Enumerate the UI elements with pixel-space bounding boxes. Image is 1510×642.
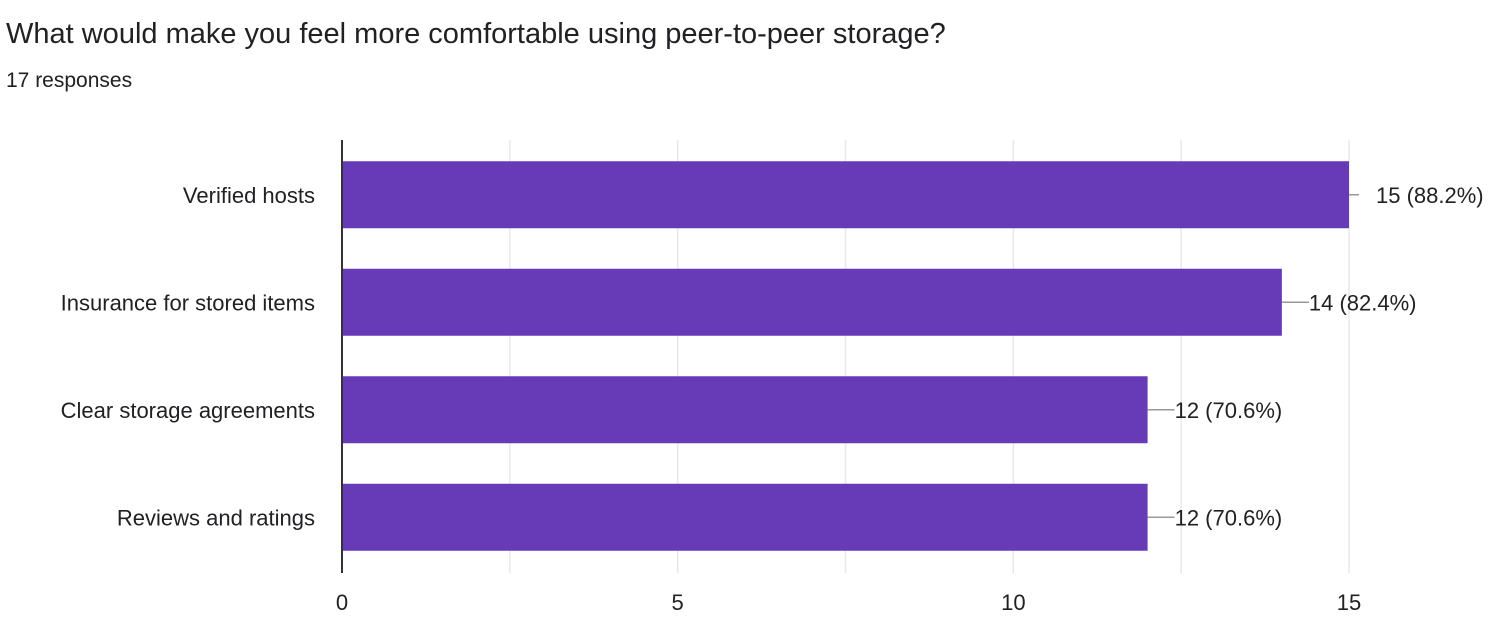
response-count: 17 responses [6,69,133,92]
x-tick-label: 5 [672,590,684,615]
data-label: 12 (70.6%) [1175,398,1283,423]
category-label: Clear storage agreements [61,398,315,423]
x-tick-label: 0 [336,590,348,615]
category-label: Reviews and ratings [117,505,315,530]
data-label: 12 (70.6%) [1175,505,1283,530]
bars [342,161,1349,551]
data-label: 15 (88.2%) [1376,183,1484,208]
category-label: Verified hosts [183,183,315,208]
bar [342,268,1282,336]
bar [342,376,1148,444]
chart-title: What would make you feel more comfortabl… [6,18,946,50]
x-tick-label: 10 [1001,590,1025,615]
bar [342,483,1148,551]
category-label: Insurance for stored items [61,290,315,315]
bar [342,161,1349,229]
data-label: 14 (82.4%) [1309,290,1417,315]
labels: Verified hosts 15 (88.2%) Insurance for st… [61,183,1484,615]
x-tick-label: 15 [1337,590,1361,615]
